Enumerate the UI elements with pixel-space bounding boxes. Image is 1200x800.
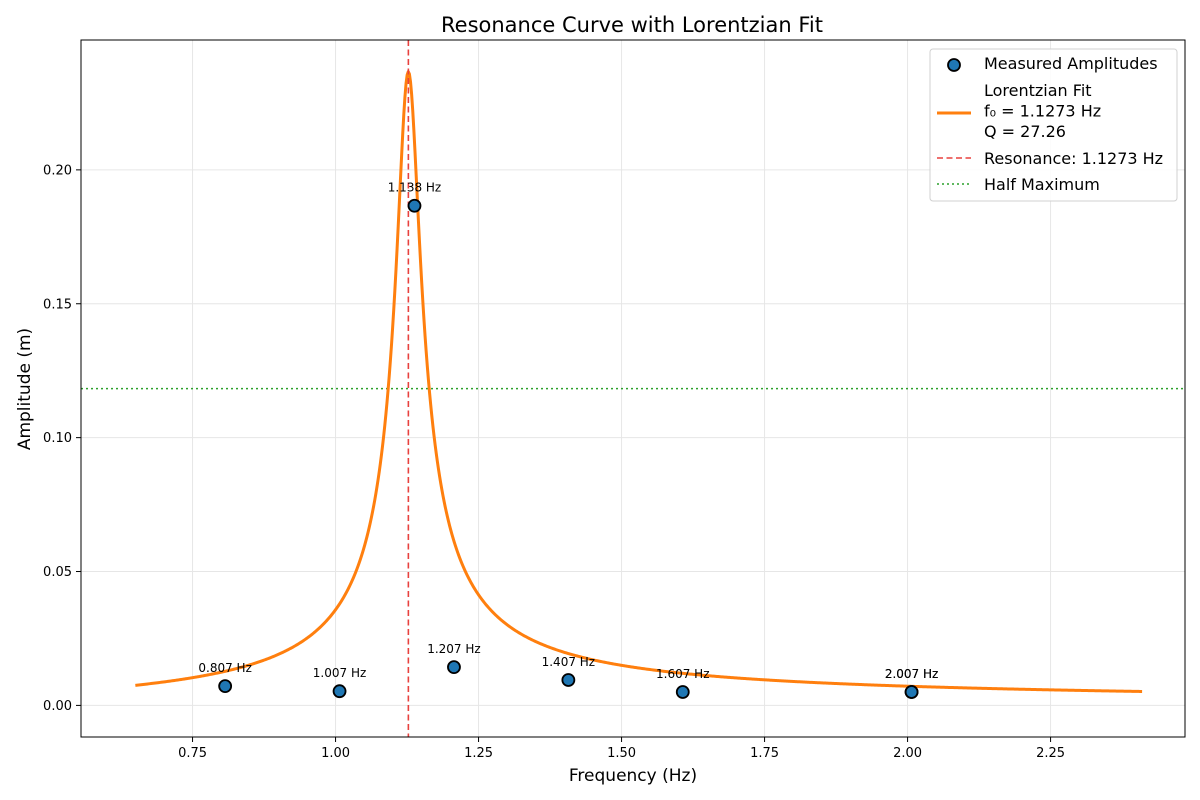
y-tick-label: 0.10 [43,431,72,446]
legend-box [929,48,1178,202]
legend-label-fit: f₀ = 1.1273 Hz [984,102,1101,121]
series-layer [81,40,1185,737]
x-tick-label: 0.75 [178,746,207,761]
measured-point [407,198,422,213]
x-tick-label: 2.00 [893,746,922,761]
y-tick-label: 0.00 [43,699,72,714]
legend: Measured Amplitudes Lorentzian Fit f₀ = 1.… [929,48,1178,202]
legend-label-resonance: Resonance: 1.1273 Hz [984,149,1163,168]
y-axis-label: Amplitude (m) [15,328,35,450]
x-axis: 0.75 1.00 1.25 1.50 1.75 2.00 2.25 [178,737,1065,761]
point-label: 1.207 Hz [427,642,481,656]
point-label: 2.007 Hz [885,667,939,681]
y-tick-label: 0.15 [43,297,72,312]
measured-point [218,679,233,694]
point-label: 1.407 Hz [542,655,596,669]
x-axis-label: Frequency (Hz) [569,766,697,786]
x-tick-label: 1.50 [607,746,636,761]
points-layer [218,198,919,699]
point-label: 2.007 Hz [885,667,939,681]
chart-title: Resonance Curve with Lorentzian Fit [441,13,823,37]
y-axis: 0.00 0.05 0.10 0.15 0.20 [43,163,81,714]
legend-label-fit: Q = 27.26 [984,122,1066,141]
measured-point [675,685,690,699]
y-tick-label: 0.20 [43,163,72,178]
x-tick-label: 2.25 [1036,746,1065,761]
legend-label-half-max: Half Maximum [984,175,1100,194]
plot-frame [80,39,1186,738]
x-tick-label: 1.75 [750,746,779,761]
legend-label-measured: Measured Amplitudes [984,54,1158,73]
point-label: 1.007 Hz [313,666,367,680]
point-label: 1.138 Hz [388,181,442,195]
legend-label-fit: Lorentzian Fit [984,81,1092,100]
x-tick-label: 1.00 [321,746,350,761]
lorentzian-fit-curve [134,70,1143,693]
measured-point [447,660,461,675]
y-tick-label: 0.05 [43,565,72,580]
point-label: 0.807 Hz [198,661,252,675]
measured-point [561,673,576,687]
measured-point [904,685,919,699]
point-label: 1.607 Hz [656,667,710,681]
measured-point [332,684,347,699]
x-tick-label: 1.25 [464,746,493,761]
data-labels: 0.807 Hz 1.007 Hz 1.138 Hz 1.207 Hz 1.407 Hz… [198,181,938,681]
legend-marker-measured [947,58,961,72]
